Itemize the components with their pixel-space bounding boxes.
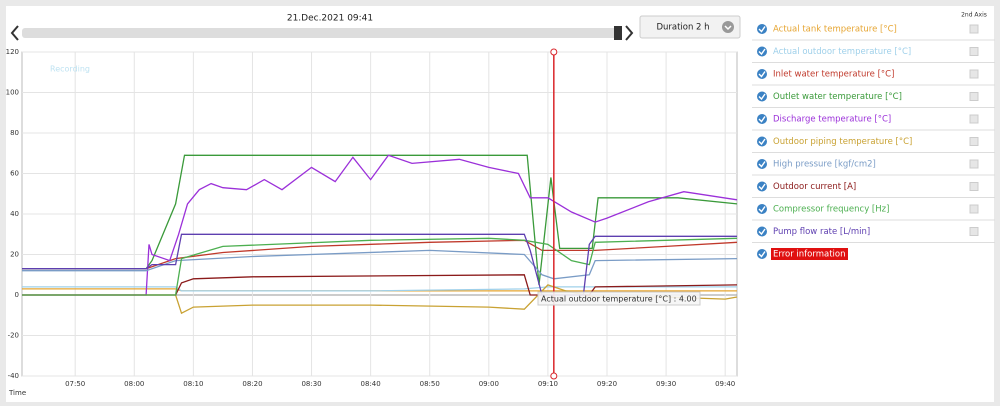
check-icon[interactable]: [757, 46, 767, 57]
error-badge: [771, 248, 848, 260]
x-tick-label: 08:40: [361, 380, 381, 388]
dropdown-icon: [722, 21, 734, 33]
second-axis-checkbox[interactable]: [969, 24, 979, 34]
second-axis-checkbox[interactable]: [969, 69, 979, 79]
check-mark: [758, 93, 766, 101]
check-icon[interactable]: [757, 181, 767, 192]
tooltip-box: [537, 291, 701, 306]
legend-entry: Compressor frequency [Hz]: [773, 205, 889, 215]
second-axis-checkbox[interactable]: [969, 92, 979, 101]
check-icon[interactable]: [757, 226, 767, 237]
duration-dropdown[interactable]: [639, 15, 741, 39]
series-line: [22, 237, 738, 296]
y-tick-label: 80: [10, 129, 19, 137]
x-tick-label: 08:20: [242, 380, 262, 388]
second-axis-checkbox[interactable]: [969, 47, 979, 56]
check-icon[interactable]: [757, 136, 767, 147]
legend: Actual tank temperature [°C] Actual outdo…: [752, 24, 995, 260]
watermark: Recording: [50, 65, 90, 74]
check-mark: [758, 183, 766, 191]
legend-entry: Outlet water temperature [°C]: [773, 92, 902, 102]
check-mark: [758, 116, 766, 123]
check-mark: [758, 48, 766, 56]
y-tick-label: 120: [6, 48, 19, 56]
tooltip: Actual outdoor temperature [°C] : 4.00: [541, 295, 697, 304]
check-icon[interactable]: [757, 249, 767, 259]
x-axis-label: Time: [8, 389, 26, 397]
dropdown-chevron: [724, 25, 732, 31]
legend-entry: Outdoor current [A]: [773, 182, 856, 192]
x-tick-label: 09:10: [538, 380, 558, 388]
check-mark: [758, 251, 766, 258]
legend-entry: Actual outdoor temperature [°C]: [773, 47, 911, 57]
cursor-handle[interactable]: [550, 372, 558, 380]
plot: -40 -20 0 20 40 60 80 100 120 07:50 08:00 08:10 08:2…: [6, 48, 738, 397]
check-icon[interactable]: [757, 91, 767, 102]
prev-arrow[interactable]: [10, 25, 19, 41]
series-line: [22, 233, 737, 296]
x-tick-label: 09:20: [597, 380, 617, 388]
series-line: [22, 154, 738, 296]
check-icon[interactable]: [757, 24, 767, 34]
check-icon[interactable]: [757, 69, 767, 79]
check-mark: [758, 138, 766, 146]
slider-handle[interactable]: [614, 26, 622, 40]
x-tick-label: 08:50: [420, 380, 440, 388]
y-tick-label: 60: [10, 170, 19, 178]
x-tick-label: 07:50: [65, 380, 85, 388]
legend-entry: Actual tank temperature [°C]: [773, 25, 897, 35]
legend-error: Error information: [773, 250, 845, 260]
check-icon[interactable]: [757, 114, 767, 124]
second-axis-checkbox[interactable]: [969, 182, 979, 191]
second-axis-checkbox[interactable]: [969, 114, 979, 124]
y-tick-label: 40: [10, 210, 19, 218]
y-tick-label: 100: [6, 89, 19, 97]
legend-entry: Discharge temperature [°C]: [773, 115, 891, 125]
legend-entry: High pressure [kgf/cm2]: [773, 160, 876, 170]
series-line: [22, 239, 738, 270]
second-axis-checkbox[interactable]: [969, 159, 979, 169]
x-tick-label: 09:00: [479, 380, 499, 388]
x-tick-label: 09:40: [715, 380, 735, 388]
check-mark: [758, 161, 766, 168]
check-mark: [758, 206, 766, 213]
second-axis-checkbox[interactable]: [969, 204, 979, 214]
x-tick-label: 08:10: [183, 380, 203, 388]
time-slider[interactable]: [22, 28, 620, 38]
x-tick-label: 08:30: [301, 380, 321, 388]
y-tick-label: 20: [10, 251, 19, 259]
legend-entry: Outdoor piping temperature [°C]: [773, 137, 912, 147]
next-arrow[interactable]: [625, 25, 634, 41]
check-mark: [758, 71, 766, 78]
check-mark: [758, 228, 766, 236]
legend-entry: Pump flow rate [L/min]: [773, 227, 870, 237]
check-mark: [758, 26, 766, 33]
second-axis-checkbox[interactable]: [969, 137, 979, 146]
duration-label: Duration 2 h: [656, 23, 709, 33]
cursor-handle[interactable]: [550, 48, 558, 56]
y-tick-label: -40: [8, 372, 19, 380]
axis-header: 2nd Axis: [961, 12, 987, 19]
y-tick-label: 0: [15, 291, 19, 299]
x-tick-label: 08:00: [124, 380, 144, 388]
timestamp: 21.Dec.2021 09:41: [287, 14, 373, 24]
y-tick-label: -20: [8, 332, 19, 340]
x-tick-label: 09:30: [656, 380, 676, 388]
second-axis-checkbox[interactable]: [969, 227, 979, 236]
check-icon[interactable]: [757, 159, 767, 169]
legend-entry: Inlet water temperature [°C]: [773, 70, 894, 80]
check-icon[interactable]: [757, 204, 767, 214]
